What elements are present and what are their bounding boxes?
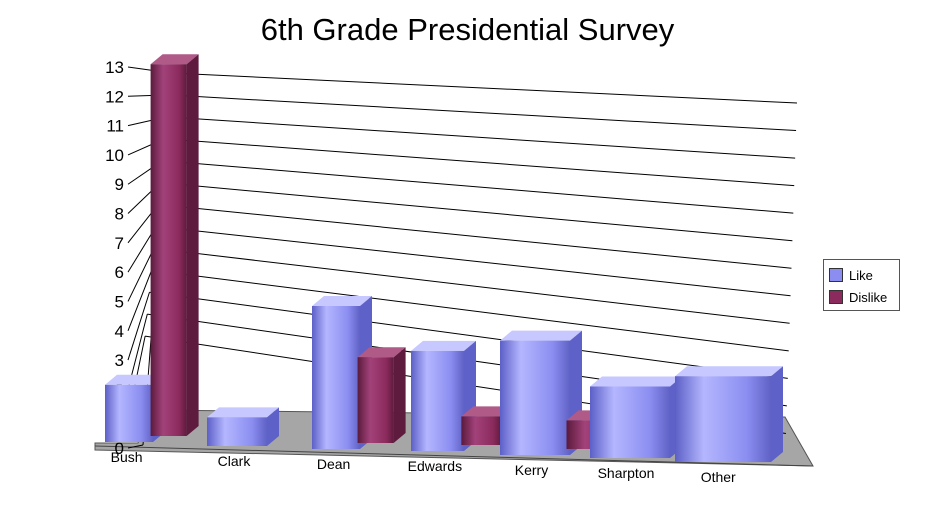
tick-mark-0 (127, 444, 144, 449)
bar-face (105, 384, 153, 442)
x-tick-label-other: Other (701, 469, 736, 485)
bar-face (461, 416, 502, 445)
tick-mark-4 (127, 270, 153, 331)
bar-face (675, 376, 771, 462)
x-tick-label-kerry: Kerry (515, 462, 548, 478)
y-tick-label-6: 6 (115, 263, 124, 282)
legend-item-like: Like (829, 264, 899, 286)
bar-side (393, 347, 406, 443)
bar-like-edwards (411, 340, 476, 451)
bar-top (150, 54, 199, 65)
gridline-4 (151, 269, 789, 352)
chart-title: 6th Grade Presidential Survey (260, 12, 675, 47)
bar-side (186, 54, 199, 436)
bar-top (357, 347, 406, 358)
tick-mark-3 (127, 292, 150, 361)
bar-like-sharpton (590, 376, 682, 458)
bar-face (357, 357, 394, 443)
y-tick-label-11: 11 (106, 117, 124, 136)
x-tick-label-edwards: Edwards (408, 458, 462, 474)
gridline-7 (158, 204, 792, 269)
bar-side (771, 366, 783, 462)
y-tick-label-5: 5 (115, 292, 124, 311)
y-tick-label-8: 8 (115, 205, 124, 224)
gridline-3 (149, 291, 788, 379)
bar-like-clark (207, 407, 279, 446)
bar-top (675, 366, 783, 377)
bar-face (207, 417, 267, 446)
bar-top (590, 376, 682, 387)
bar-top (105, 374, 165, 385)
y-tick-label-4: 4 (115, 322, 124, 341)
legend-label-dislike: Dislike (849, 289, 888, 305)
y-tick-label-9: 9 (115, 175, 124, 194)
gridline-8 (160, 182, 793, 242)
y-tick-label-3: 3 (115, 351, 124, 370)
bar-face (590, 386, 670, 458)
bar-face (312, 306, 360, 449)
bar-face (500, 340, 570, 455)
gridline-13 (170, 72, 798, 104)
legend-label-like: Like (849, 267, 873, 283)
y-tick-label-13: 13 (105, 58, 124, 77)
gridline-9 (162, 160, 794, 214)
gridline-10 (164, 138, 795, 187)
bar-top (411, 340, 476, 351)
legend-swatch-dislike (829, 290, 843, 304)
x-tick-label-dean: Dean (317, 456, 350, 472)
bar-dislike-bush (150, 54, 199, 436)
bar-dislike-dean (357, 347, 406, 443)
legend-swatch-like (829, 268, 843, 282)
y-tick-label-0: 0 (115, 439, 124, 458)
legend-item-dislike: Dislike (829, 286, 899, 308)
y-tick-label-10: 10 (105, 146, 124, 165)
y-tick-label-12: 12 (105, 87, 124, 106)
floor-edge (94, 445, 814, 467)
bar-top (500, 330, 582, 341)
bar-top (207, 407, 279, 418)
gridline-12 (168, 94, 797, 132)
x-tick-label-bush: Bush (111, 449, 143, 465)
gridline-6 (155, 225, 791, 297)
x-tick-label-sharpton: Sharpton (598, 465, 655, 481)
bar-like-kerry (500, 330, 582, 455)
bar-like-other (675, 366, 783, 462)
bar-side (267, 407, 279, 446)
legend: Like Dislike (823, 259, 900, 311)
y-tick-label-7: 7 (115, 234, 124, 253)
x-tick-label-clark: Clark (218, 453, 252, 469)
bar-top (312, 296, 372, 306)
bar-face (150, 64, 187, 436)
gridline-11 (166, 116, 796, 159)
tick-mark-5 (127, 248, 155, 302)
gridline-5 (153, 247, 790, 324)
bar-face (411, 350, 464, 451)
